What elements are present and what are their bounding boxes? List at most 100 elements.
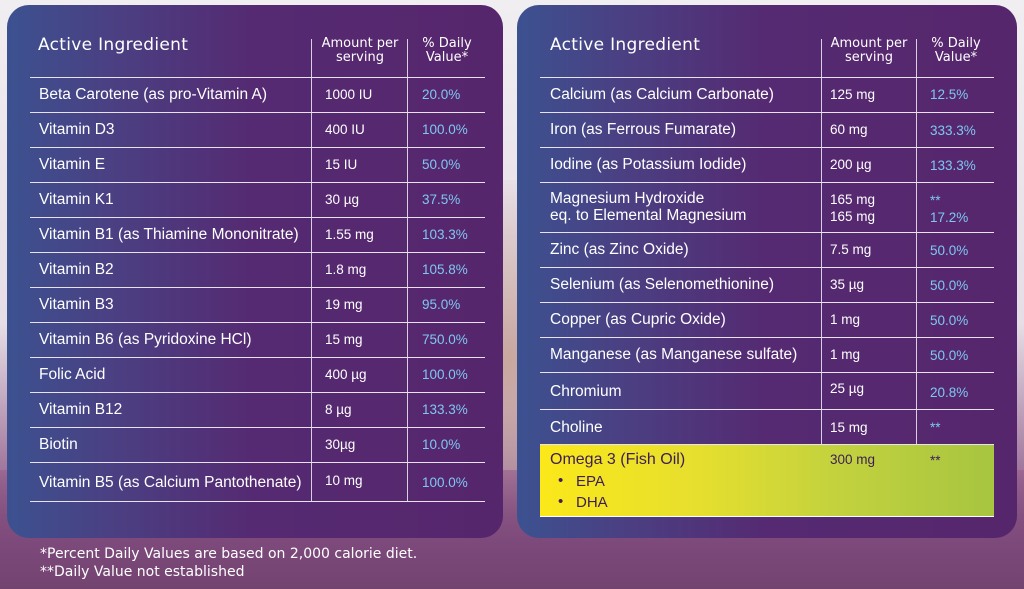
ingredient-name: Omega 3 (Fish Oil) [550, 451, 686, 468]
table-row: Selenium (as Selenomethionine) 35 µg 50.… [540, 268, 994, 303]
amount: 125 mg [830, 87, 876, 102]
header-dv-line1: % Daily [422, 36, 472, 51]
header-amount-line1: Amount per [321, 36, 399, 51]
table-row: Vitamin B5 (as Calcium Pantothenate) 10 … [30, 463, 485, 502]
bullet-icon: • [558, 493, 564, 510]
column-divider [311, 39, 312, 502]
daily-value: 750.0% [422, 332, 468, 347]
header-amount: Amount per serving [821, 37, 917, 65]
table-row: Vitamin E 15 IU 50.0% [30, 148, 485, 183]
table-row: Magnesium Hydroxide eq. to Elemental Mag… [540, 183, 994, 233]
table-row: Zinc (as Zinc Oxide) 7.5 mg 50.0% [540, 233, 994, 268]
vitamins-panel: Active Ingredient Amount per serving % D… [7, 5, 503, 538]
daily-value: 20.0% [422, 87, 461, 102]
amount: 10 mg [325, 473, 363, 488]
table-row: Vitamin B2 1.8 mg 105.8% [30, 253, 485, 288]
header-rule [540, 77, 994, 78]
daily-value-line1: ** [930, 193, 941, 208]
table-row: Vitamin B12 8 µg 133.3% [30, 393, 485, 428]
table-row: Chromium 25 µg 20.8% [540, 373, 994, 410]
ingredient-name: Vitamin K1 [39, 191, 114, 208]
daily-value: 12.5% [930, 87, 969, 102]
column-divider [821, 39, 822, 516]
amount: 300 mg [830, 452, 876, 467]
amount: 8 µg [325, 402, 352, 417]
daily-value: 20.8% [930, 385, 969, 400]
ingredient-name: Vitamin B3 [39, 296, 114, 313]
daily-value: ** [930, 453, 941, 468]
header-dv-line2: Value* [934, 50, 978, 65]
daily-value: 333.3% [930, 123, 976, 138]
amount: 19 mg [325, 297, 363, 312]
ingredient-name: Vitamin B2 [39, 261, 114, 278]
ingredient-name: Vitamin E [39, 156, 106, 173]
ingredient-name: Vitamin D3 [39, 121, 115, 138]
amount: 1000 IU [325, 87, 373, 102]
footnote-not-established: **Daily Value not established [40, 564, 245, 580]
daily-value: 100.0% [422, 475, 468, 490]
ingredient-name: Copper (as Cupric Oxide) [550, 311, 726, 328]
header-daily-value: % Daily Value* [918, 37, 994, 65]
daily-value: 95.0% [422, 297, 461, 312]
header-amount-line2: serving [336, 50, 384, 65]
table-row: Beta Carotene (as pro-Vitamin A) 1000 IU… [30, 78, 485, 113]
daily-value: 105.8% [422, 262, 468, 277]
amount: 15 IU [325, 157, 358, 172]
table-row: Iron (as Ferrous Fumarate) 60 mg 333.3% [540, 113, 994, 148]
ingredient-name: Vitamin B12 [39, 401, 123, 418]
amount-line2: 165 mg [830, 209, 876, 224]
sub-item-dha: DHA [576, 494, 608, 511]
daily-value: 37.5% [422, 192, 461, 207]
minerals-panel: Active Ingredient Amount per serving % D… [517, 5, 1017, 538]
header-daily-value: % Daily Value* [409, 37, 485, 65]
amount: 15 mg [325, 332, 363, 347]
daily-value: 50.0% [930, 278, 969, 293]
amount: 15 mg [830, 420, 868, 435]
table-row: Copper (as Cupric Oxide) 1 mg 50.0% [540, 303, 994, 338]
daily-value: 50.0% [422, 157, 461, 172]
ingredient-name: Vitamin B5 (as Calcium Pantothenate) [39, 474, 302, 491]
amount: 200 µg [830, 157, 872, 172]
header-amount: Amount per serving [312, 37, 408, 65]
amount: 400 µg [325, 367, 367, 382]
table-row: Choline 15 mg ** [540, 410, 994, 445]
ingredient-name: Calcium (as Calcium Carbonate) [550, 86, 774, 103]
ingredient-name: Selenium (as Selenomethionine) [550, 276, 775, 293]
amount: 400 IU [325, 122, 365, 137]
table-row: Vitamin B6 (as Pyridoxine HCl) 15 mg 750… [30, 323, 485, 358]
omega3-highlight-row: Omega 3 (Fish Oil) • EPA • DHA 300 mg ** [540, 445, 994, 517]
header-ingredient: Active Ingredient [38, 35, 189, 55]
bullet-icon: • [558, 472, 564, 489]
amount: 30 µg [325, 192, 360, 207]
amount: 25 µg [830, 381, 865, 396]
header-dv-line1: % Daily [931, 36, 981, 51]
sub-item-epa: EPA [576, 473, 605, 490]
amount: 1.8 mg [325, 262, 367, 277]
ingredient-name: Iron (as Ferrous Fumarate) [550, 121, 737, 138]
footnote-percent-daily-values: *Percent Daily Values are based on 2,000… [40, 546, 418, 562]
column-divider [916, 39, 917, 516]
daily-value: 50.0% [930, 313, 969, 328]
ingredient-name: Magnesium Hydroxide eq. to Elemental Mag… [550, 190, 746, 224]
ingredient-name: Beta Carotene (as pro-Vitamin A) [39, 86, 268, 103]
table-row: Calcium (as Calcium Carbonate) 125 mg 12… [540, 78, 994, 113]
amount: 60 mg [830, 122, 868, 137]
amount-line1: 165 mg [830, 192, 876, 207]
ingredient-name-line1: Magnesium Hydroxide [550, 190, 705, 207]
ingredient-name: Biotin [39, 436, 78, 453]
daily-value: 100.0% [422, 367, 468, 382]
table-row: Vitamin K1 30 µg 37.5% [30, 183, 485, 218]
column-divider [407, 39, 408, 502]
amount: 1 mg [830, 347, 861, 362]
daily-value: 50.0% [930, 243, 969, 258]
daily-value: 103.3% [422, 227, 468, 242]
daily-value-line2: 17.2% [930, 210, 969, 225]
daily-value: ** [930, 420, 941, 435]
table-row: Vitamin B3 19 mg 95.0% [30, 288, 485, 323]
table-row: Iodine (as Potassium Iodide) 200 µg 133.… [540, 148, 994, 183]
header-dv-line2: Value* [425, 50, 469, 65]
header-rule [30, 77, 485, 78]
table-row: Biotin 30µg 10.0% [30, 428, 485, 463]
table-row: Manganese (as Manganese sulfate) 1 mg 50… [540, 338, 994, 373]
table-row: Vitamin B1 (as Thiamine Mononitrate) 1.5… [30, 218, 485, 253]
